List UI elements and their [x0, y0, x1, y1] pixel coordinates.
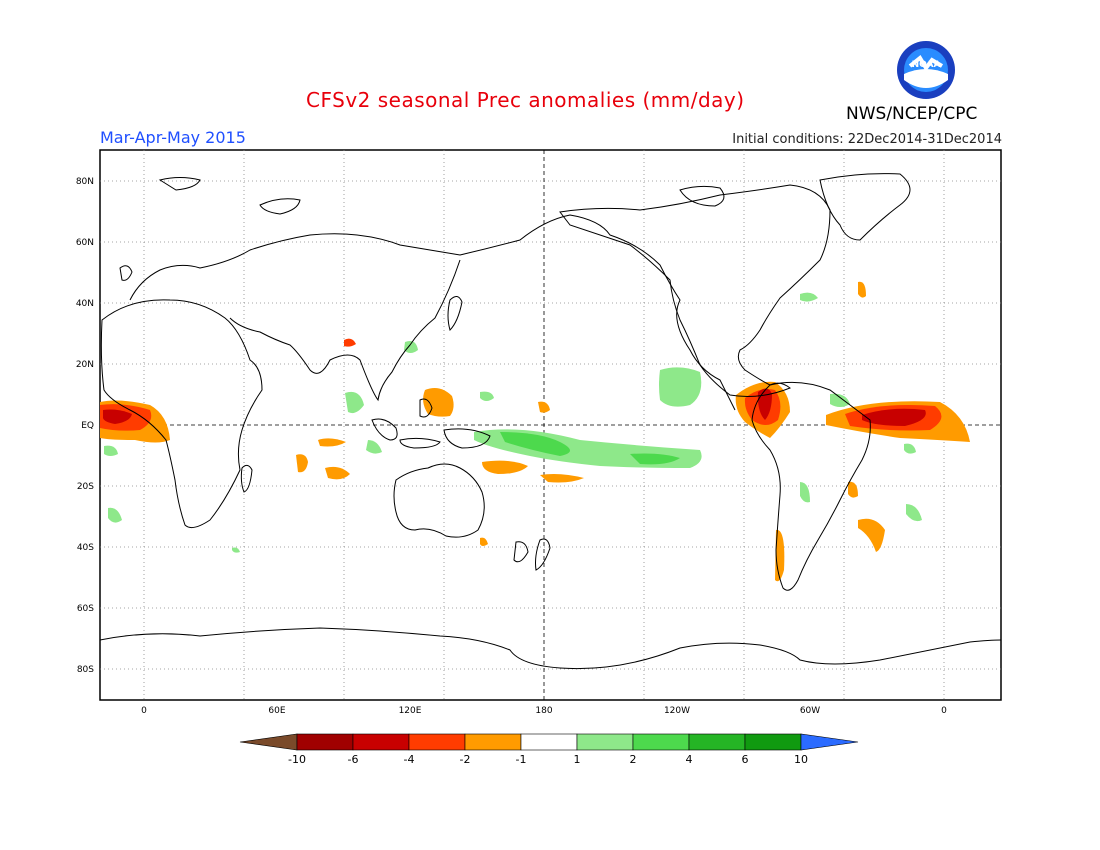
lat-label: 20N	[76, 360, 94, 370]
colorbar-segment	[296, 733, 354, 751]
lon-label: 120W	[664, 706, 690, 716]
colorbar-label: 10	[794, 753, 808, 766]
season-label: Mar-Apr-May 2015	[100, 128, 246, 147]
lat-label: 20S	[77, 482, 94, 492]
anomaly-shading	[100, 281, 970, 582]
colorbar-label: 2	[630, 753, 637, 766]
colorbar-segment	[520, 733, 578, 751]
logo-text: NOAA	[912, 60, 941, 70]
colorbar-label: 4	[686, 753, 693, 766]
colorbar: -10 -6 -4 -2 -1 1 2 4 6 10	[239, 733, 859, 766]
lon-labels: 0 60E 120E 180 120W 60W 0	[141, 706, 947, 716]
lat-label: 60S	[77, 604, 94, 614]
lon-label: 180	[535, 706, 552, 716]
lat-label: 60N	[76, 238, 94, 248]
colorbar-label: 6	[742, 753, 749, 766]
colorbar-label: -10	[288, 753, 306, 766]
colorbar-segment	[352, 733, 410, 751]
lon-label: 0	[141, 706, 147, 716]
agency-label: NWS/NCEP/CPC	[846, 104, 978, 124]
colorbar-right-arrow	[800, 733, 859, 751]
colorbar-segment	[744, 733, 802, 751]
colorbar-segment	[688, 733, 746, 751]
lat-labels: 80N 60N 40N 20N EQ 20S 40S 60S 80S	[76, 177, 94, 675]
lon-label: 0	[941, 706, 947, 716]
colorbar-label: -1	[516, 753, 527, 766]
lon-label: 60W	[800, 706, 820, 716]
map-title: CFSv2 seasonal Prec anomalies (mm/day)	[306, 88, 745, 112]
lat-label: 40N	[76, 299, 94, 309]
colorbar-segment	[408, 733, 466, 751]
colorbar-segment	[464, 733, 522, 751]
colorbar-label: -2	[460, 753, 471, 766]
colorbar-label: -4	[404, 753, 415, 766]
lat-label: 80N	[76, 177, 94, 187]
noaa-logo: NOAA	[897, 41, 955, 99]
lat-label: 40S	[77, 543, 94, 553]
colorbar-segment	[632, 733, 690, 751]
lon-label: 60E	[268, 706, 285, 716]
colorbar-label: -6	[348, 753, 359, 766]
colorbar-left-arrow	[239, 733, 298, 751]
colorbar-label: 1	[574, 753, 581, 766]
lat-label: EQ	[81, 421, 94, 431]
colorbar-segment	[576, 733, 634, 751]
lat-label: 80S	[77, 665, 94, 675]
coastlines	[99, 173, 1002, 670]
initial-conditions-label: Initial conditions: 22Dec2014-31Dec2014	[732, 132, 1002, 147]
lon-label: 120E	[399, 706, 422, 716]
